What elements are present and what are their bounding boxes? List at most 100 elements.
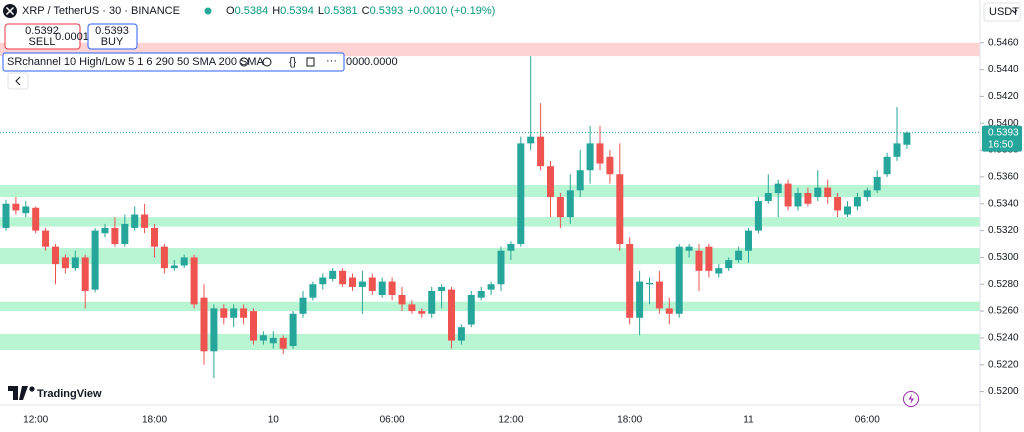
candle-body [844,206,851,215]
y-tick-label: 0.5360 [988,172,1019,183]
candle-body [91,230,99,290]
candle-body [259,335,267,341]
candle-body [903,132,911,145]
candle-body [200,297,208,352]
candle-body [537,136,545,167]
y-tick-label: 0.5420 [988,91,1019,102]
candle-body [853,197,861,207]
candle-body [556,197,564,218]
eye-icon[interactable] [239,57,249,67]
candle-body [329,270,337,279]
y-tick-label: 0.5340 [988,198,1019,209]
candle-body [863,190,871,198]
candle-body [339,270,347,285]
news-icon-bolt [908,394,914,404]
source-icon[interactable]: {} [289,56,297,68]
candle-body [111,227,119,245]
candle-body [398,294,406,305]
candle-body [240,308,248,318]
sr-zone [0,248,980,265]
sell-button[interactable] [4,23,81,50]
indicator-box[interactable] [2,52,345,72]
candle-body [566,190,574,218]
candle-body [210,308,218,352]
candle-body [893,143,901,157]
candle-body [349,277,356,287]
candle-body [606,156,614,175]
candle-body [190,257,198,305]
candle-body [378,281,386,295]
ohlc-value: 0.5384 [235,5,269,17]
sr-zone [0,184,980,198]
candle-body [52,246,59,265]
indicator-value: 0.0000 [364,56,398,68]
sell-label[interactable]: SELL [29,36,56,48]
more-icon[interactable]: ··· [326,55,337,67]
buy-price[interactable]: 0.5393 [95,25,129,37]
delete-icon[interactable] [306,57,315,67]
candle-body [2,203,10,228]
candle-body [61,257,69,269]
x-tick-label: 06:00 [380,415,405,426]
candle-body [784,183,792,207]
y-tick-label: 0.5320 [988,225,1019,236]
symbol[interactable]: XRP / TetherUS · 30 · BINANCE [22,5,180,17]
candle-body [81,257,89,291]
brand-logo-dot [29,386,35,392]
x-tick-label: 18:00 [617,415,642,426]
buy-button[interactable] [87,23,138,50]
candle-body [764,193,772,202]
candle-body [517,143,525,245]
candle-body [507,244,515,251]
candle-body [636,281,644,318]
candle-body [646,282,653,285]
candle-body [448,289,455,341]
candle-body [418,311,426,314]
settings-icon[interactable] [262,57,272,67]
x-tick-label: 11 [743,415,754,426]
currency[interactable]: USDT [989,6,1019,18]
candle-body [715,268,723,274]
y-tick-label: 0.5440 [988,64,1019,75]
candle-body [596,143,604,164]
candle-body [131,214,139,228]
candle-body [12,203,20,211]
candle-body [547,166,554,198]
candle-body [873,176,881,191]
candle-body [358,281,366,287]
y-tick-label: 0.5300 [988,252,1019,263]
candle-body [230,308,238,318]
candle-body [121,223,129,245]
candle-body [745,230,752,251]
candle-body [428,290,436,314]
buy-label[interactable]: BUY [101,36,124,48]
brand[interactable]: TradingView [37,388,102,400]
candle-body [269,337,277,344]
candle-body [527,136,535,144]
candle-body [289,313,297,346]
candle-body [586,143,594,171]
x-tick-label: 06:00 [855,415,880,426]
currency-button[interactable] [983,2,1021,22]
ohlc-value: 0.5381 [324,5,358,17]
candle-body [626,244,634,318]
collapse-button[interactable] [7,72,29,90]
y-tick-label: 0.5220 [988,359,1019,370]
countdown: 16:50 [988,139,1013,150]
sr-zone [0,333,980,350]
y-tick-label: 0.5400 [988,118,1019,129]
last-price-label: 0.5393 [988,127,1019,138]
sell-price[interactable]: 0.5392 [25,25,59,37]
collapse-arrow [15,76,21,86]
candle-body [467,294,475,325]
candle-body [32,207,40,231]
ohlc-value: 0.5394 [280,5,314,17]
ohlc-legend: O0.5384 H0.5394 L0.5381 C0.5393 +0.0010 (+0.… [226,5,495,17]
candle-body [655,281,663,309]
indicator-label[interactable]: SRchannel 10 High/Low 5 1 6 290 50 SMA 2… [7,56,264,68]
symbol-icon-mark [5,6,15,16]
plot-area [0,42,980,379]
candle-body [299,297,307,314]
ohlc-key: L [318,5,324,17]
